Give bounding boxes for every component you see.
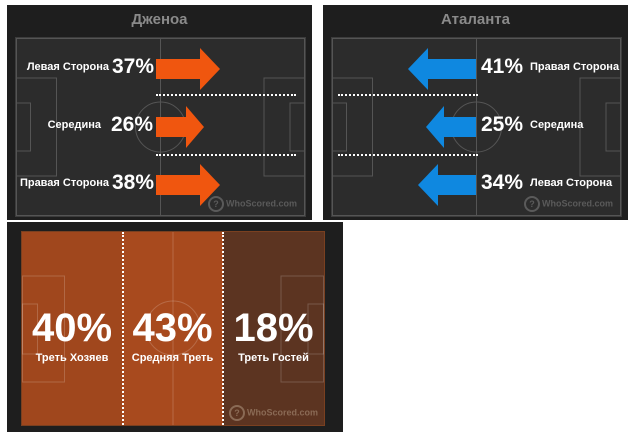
home-side-left: Левая Сторона 37% (16, 46, 305, 92)
thirds-divider (222, 232, 224, 425)
thirds-zone-away (223, 232, 324, 425)
side-percentage: 25% (481, 113, 524, 136)
whoscored-logo-icon: ? (523, 196, 540, 212)
away-side-right: 41% Правая Сторона (332, 46, 621, 92)
thirds-label: Треть Хозяев (35, 352, 109, 364)
whoscored-logo-icon: ? (207, 196, 224, 212)
away-side-left: 34% Левая Сторона (332, 162, 621, 208)
side-percentage: 34% (481, 171, 524, 194)
thirds-label: Средняя Треть (131, 352, 214, 364)
whoscored-logo-icon: ? (228, 405, 245, 421)
arrow-right-icon (156, 48, 220, 90)
thirds-divider (122, 232, 124, 425)
side-percentage: 26% (110, 113, 153, 136)
whoscored-watermark: ? WhoScored.com (207, 196, 297, 212)
pitch-lines (22, 232, 324, 425)
whoscored-watermark: ? WhoScored.com (228, 405, 318, 421)
arrow-right-icon (156, 164, 220, 206)
side-label: Середина (47, 119, 101, 131)
home-team-name: Дженоа (131, 11, 188, 28)
arrow-left-icon (418, 164, 476, 206)
side-percentage: 38% (111, 171, 154, 194)
action-zones-panel: 40% Треть Хозяев 43% Средняя Треть 18% Т… (7, 222, 343, 432)
away-attack-sides-panel: Аталанта 41% Правая Сторона (323, 5, 628, 220)
arrow-right-icon (156, 106, 204, 148)
home-attack-sides-panel: Дженоа Левая Сторона 37% Середин (7, 5, 312, 220)
whoscored-watermark: ? WhoScored.com (523, 196, 613, 212)
home-pitch: Левая Сторона 37% Середина 26% Правая Ст… (15, 37, 306, 217)
thirds-zone-home (22, 232, 122, 425)
zone-divider (338, 154, 478, 156)
side-label: Левая Сторона (530, 177, 613, 189)
thirds-percentage: 18% (233, 306, 314, 350)
home-side-center: Середина 26% (16, 104, 305, 150)
thirds-zone-middle (122, 232, 223, 425)
away-side-center: 25% Середина (332, 104, 621, 150)
side-label: Правая Сторона (19, 177, 109, 189)
zone-divider (156, 154, 296, 156)
side-percentage: 41% (481, 55, 524, 78)
away-pitch: 41% Правая Сторона 25% Середина 34% Лева… (331, 37, 622, 217)
thirds-home-stat: 40% Треть Хозяев (22, 232, 122, 425)
thirds-away-stat: 18% Треть Гостей (223, 232, 324, 425)
side-label: Левая Сторона (26, 61, 109, 73)
home-side-right: Правая Сторона 38% (16, 162, 305, 208)
pitch-lines (332, 38, 621, 216)
zone-divider (338, 94, 478, 96)
side-percentage: 37% (111, 55, 154, 78)
arrow-left-icon (426, 106, 476, 148)
side-label: Правая Сторона (530, 61, 620, 73)
side-label: Середина (530, 119, 584, 131)
thirds-label: Треть Гостей (238, 352, 309, 364)
away-team-name: Аталанта (441, 11, 510, 28)
zone-divider (156, 94, 296, 96)
thirds-middle-stat: 43% Средняя Треть (122, 232, 223, 425)
arrow-left-icon (408, 48, 476, 90)
thirds-percentage: 40% (31, 306, 113, 350)
thirds-percentage: 43% (132, 306, 213, 350)
thirds-pitch: 40% Треть Хозяев 43% Средняя Треть 18% Т… (21, 231, 325, 426)
